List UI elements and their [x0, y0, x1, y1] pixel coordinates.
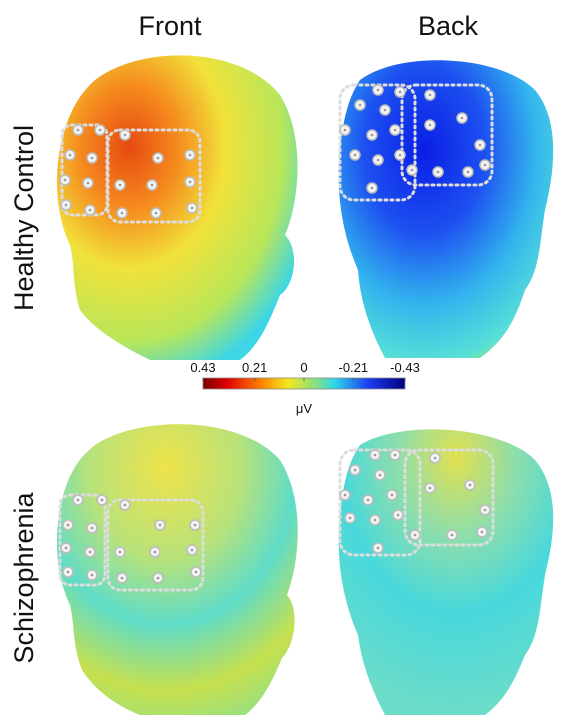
colorbar-tick-label: -0.43 [390, 360, 420, 375]
electrode-center [121, 577, 124, 580]
electrode-center [484, 164, 487, 167]
electrode-center [67, 571, 70, 574]
electrode-center [429, 124, 432, 127]
electrode-center [89, 551, 92, 554]
electrode-center [189, 154, 192, 157]
electrode-center [434, 457, 437, 460]
colorbar-unit: μV [296, 401, 312, 416]
electrode-center [377, 547, 380, 550]
electrode-center [391, 494, 394, 497]
electrode-center [155, 212, 158, 215]
electrode-center [411, 169, 414, 172]
electrode-center [371, 187, 374, 190]
electrode-center [195, 571, 198, 574]
electrode-center [87, 182, 90, 185]
electrode-center [461, 117, 464, 120]
electrode-center [91, 527, 94, 530]
electrode-center [159, 524, 162, 527]
electrode-center [481, 531, 484, 534]
electrode-center [399, 154, 402, 157]
electrode-center [154, 551, 157, 554]
electrode-center [191, 549, 194, 552]
electrode-center [479, 144, 482, 147]
colorbar-tick-label: 0.43 [190, 360, 215, 375]
electrode-center [377, 159, 380, 162]
electrode-center [344, 494, 347, 497]
electrode-center [67, 524, 70, 527]
electrode-center [467, 171, 470, 174]
electrode-center [437, 171, 440, 174]
column-header: Back [418, 11, 479, 41]
electrode-center [77, 499, 80, 502]
electrode-center [371, 134, 374, 137]
electrode-center [89, 209, 92, 212]
electrode-center [65, 547, 68, 550]
electrode-center [374, 519, 377, 522]
electrode-center [414, 534, 417, 537]
colorbar-tick-label: 0.21 [242, 360, 267, 375]
row-label: Schizophrenia [9, 491, 39, 663]
head-back-healthy [339, 60, 554, 358]
electrode-center [124, 504, 127, 507]
electrode-center [349, 517, 352, 520]
electrode-center [397, 514, 400, 517]
electrode-center [484, 509, 487, 512]
electrode-center [354, 469, 357, 472]
electrode-center [429, 94, 432, 97]
electrode-center [384, 109, 387, 112]
electrode-center [157, 577, 160, 580]
electrode-center [429, 487, 432, 490]
electrode-center [344, 129, 347, 132]
electrode-center [69, 154, 72, 157]
electrode-center [451, 534, 454, 537]
head-back-schizophrenia [339, 429, 554, 715]
electrode-center [77, 129, 80, 132]
electrode-center [374, 454, 377, 457]
column-header: Front [138, 11, 202, 41]
electrode-center [189, 181, 192, 184]
electrode-center [124, 134, 127, 137]
row-label: Healthy Control [9, 125, 39, 311]
colorbar-tick-label: -0.21 [339, 360, 369, 375]
electrode-center [119, 551, 122, 554]
electrode-center [194, 524, 197, 527]
colorbar-tick-label: 0 [300, 360, 307, 375]
electrode-center [394, 454, 397, 457]
electrode-center [469, 484, 472, 487]
electrode-center [151, 184, 154, 187]
electrode-center [101, 499, 104, 502]
electrode-center [99, 129, 102, 132]
electrode-center [91, 157, 94, 160]
electrode-center [359, 104, 362, 107]
electrode-center [354, 154, 357, 157]
electrode-center [367, 499, 370, 502]
electrode-center [119, 184, 122, 187]
electrode-center [399, 91, 402, 94]
electrode-center [157, 157, 160, 160]
electrode-center [65, 204, 68, 207]
electrode-center [191, 207, 194, 210]
electrode-center [121, 212, 124, 215]
electrode-center [377, 89, 380, 92]
figure: Front Back Healthy Control Schizophrenia… [0, 0, 566, 720]
electrode-center [91, 574, 94, 577]
electrode-center [394, 129, 397, 132]
electrode-center [379, 474, 382, 477]
electrode-center [64, 179, 67, 182]
